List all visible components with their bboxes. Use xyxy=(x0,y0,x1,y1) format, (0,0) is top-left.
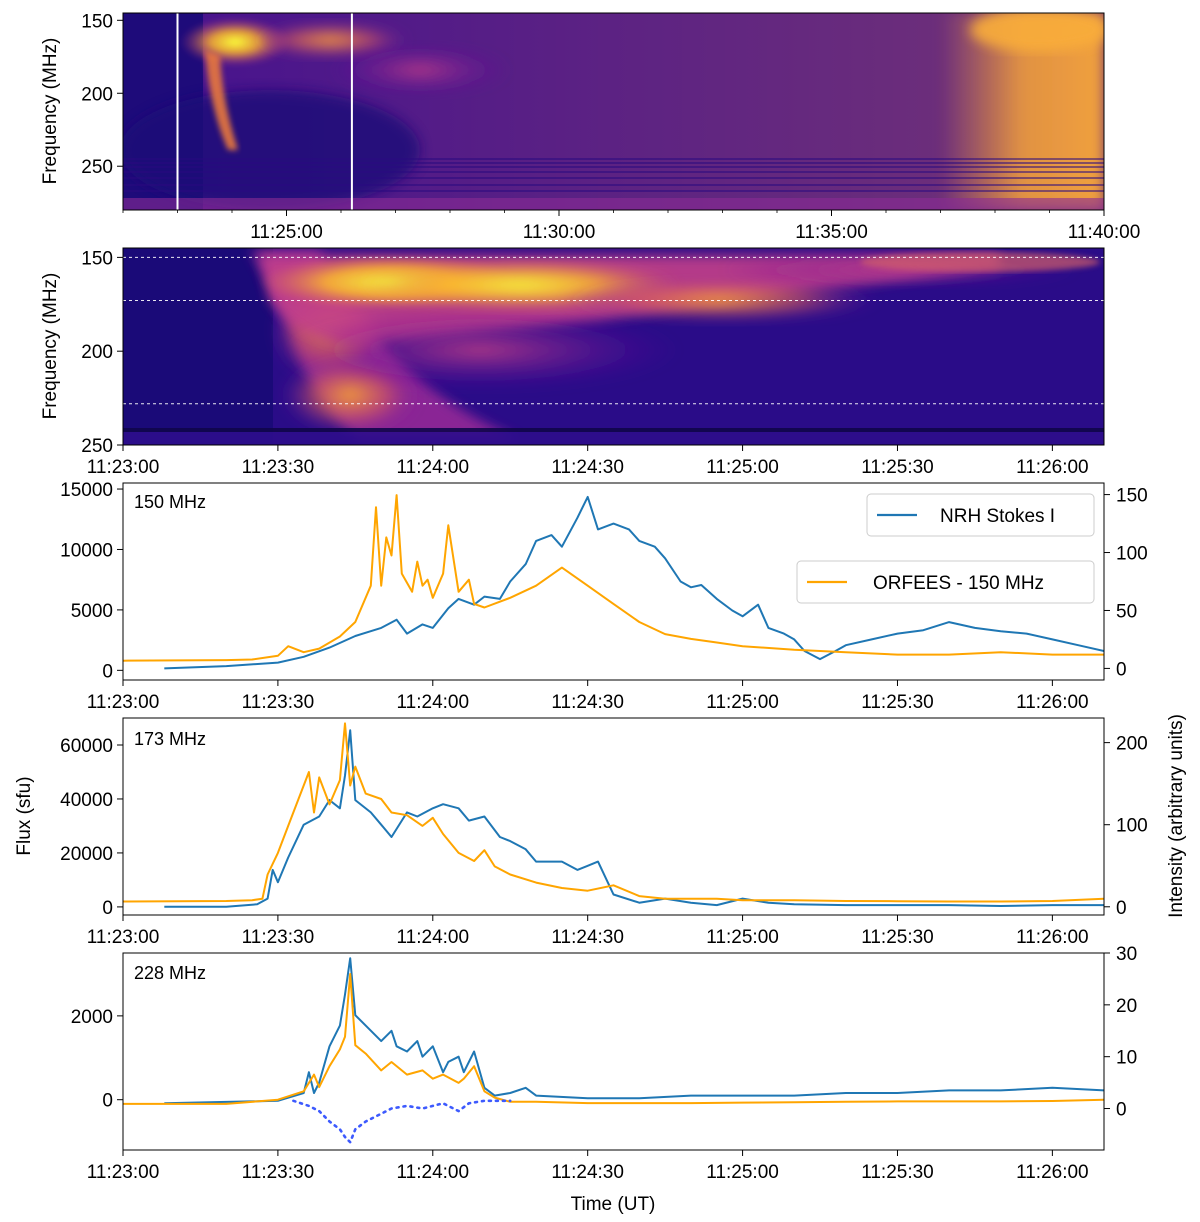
x-tick-label: 11:35:00 xyxy=(795,222,868,243)
y-tick-label: 250 xyxy=(81,436,113,457)
spectrogram-image xyxy=(123,248,1104,445)
x-tick-label: 11:26:00 xyxy=(1016,692,1089,713)
x-tick-label: 11:30:00 xyxy=(523,222,596,243)
overview-spectrogram: 11:25:00 11:30:00 11:35:00 11:40:00 150 200 25… xyxy=(81,11,1141,243)
zoom-spectrogram: 11:23:00 11:23:30 11:24:00 11:24:30 11:25:00… xyxy=(81,247,1105,478)
x-tick-label: 11:26:00 xyxy=(1016,927,1089,948)
panel-label: 173 MHz xyxy=(134,729,206,749)
x-tick-label: 11:26:00 xyxy=(1016,457,1089,478)
y-tick-label: 200 xyxy=(81,342,113,363)
y-tick-label: 200 xyxy=(81,84,113,105)
x-tick-label: 11:23:30 xyxy=(242,1162,315,1183)
x-tick-label: 11:25:30 xyxy=(861,457,934,478)
legend-orfees: ORFEES - 150 MHz xyxy=(796,560,1095,604)
y-tick-label: 150 xyxy=(81,11,113,32)
y-tick-label: 0 xyxy=(102,661,113,682)
y-axis-label: Frequency (MHz) xyxy=(40,273,61,420)
y-tick-label: 10000 xyxy=(60,540,113,561)
y-tick-label: 250 xyxy=(81,157,113,178)
y-tick-label-right: 30 xyxy=(1116,944,1137,965)
y-tick-label-right: 20 xyxy=(1116,996,1137,1017)
spectrogram-image xyxy=(123,13,1104,210)
y-tick-label-right: 100 xyxy=(1116,544,1148,565)
x-tick-label: 11:25:00 xyxy=(706,927,779,948)
x-tick-label: 11:23:00 xyxy=(87,692,160,713)
legend-label-nrh: NRH Stokes I xyxy=(940,506,1055,527)
y-tick-label-right: 0 xyxy=(1116,659,1127,680)
y-tick-label-right: 0 xyxy=(1116,898,1127,919)
x-tick-label: 11:23:30 xyxy=(242,692,315,713)
y-axis-label-right: Intensity (arbitrary units) xyxy=(1166,714,1187,918)
x-tick-label: 11:24:00 xyxy=(397,927,470,948)
y-tick-label: 2000 xyxy=(71,1007,113,1028)
lightcurve-228mhz: 11:23:00 11:23:30 11:24:00 11:24:30 11:25:00… xyxy=(71,944,1137,1183)
x-tick-label: 11:24:00 xyxy=(397,1162,470,1183)
y-tick-label-right: 100 xyxy=(1116,816,1148,837)
x-tick-label: 11:25:00 xyxy=(706,457,779,478)
x-tick-label: 11:23:00 xyxy=(87,927,160,948)
y-axis-label: Frequency (MHz) xyxy=(40,38,61,185)
y-tick-label: 15000 xyxy=(60,480,113,501)
lightcurve-150mhz: 11:23:00 11:23:30 11:24:00 11:24:30 11:25:00… xyxy=(60,480,1148,713)
panel-label: 150 MHz xyxy=(134,492,206,512)
x-tick-label: 11:23:30 xyxy=(242,927,315,948)
y-tick-label: 5000 xyxy=(71,601,113,622)
x-tick-label: 11:24:30 xyxy=(551,692,624,713)
y-tick-label: 40000 xyxy=(60,790,113,811)
series-line-orfees-173-mhz xyxy=(123,722,1104,903)
y-tick-label: 0 xyxy=(102,1091,113,1112)
y-tick-label-right: 10 xyxy=(1116,1048,1137,1069)
x-tick-label: 11:23:30 xyxy=(242,457,315,478)
x-tick-label: 11:25:30 xyxy=(861,692,934,713)
x-tick-label: 11:40:00 xyxy=(1068,222,1141,243)
series-line-orfees-150-mhz xyxy=(123,494,1104,662)
y-tick-label: 20000 xyxy=(60,844,113,865)
y-tick-label-right: 0 xyxy=(1116,1100,1127,1121)
panel-label: 228 MHz xyxy=(134,963,206,983)
x-tick-label: 11:25:30 xyxy=(861,927,934,948)
y-tick-label: 150 xyxy=(81,248,113,269)
legend-label-orfees: ORFEES - 150 MHz xyxy=(873,573,1044,594)
series-line-stokes-v xyxy=(292,1099,512,1144)
series-line-orfees-228-mhz xyxy=(123,973,1104,1105)
y-axis-label-left: Flux (sfu) xyxy=(14,776,35,855)
x-tick-label: 11:25:00 xyxy=(250,222,323,243)
y-tick-label-right: 150 xyxy=(1116,486,1148,507)
x-tick-label: 11:24:00 xyxy=(397,692,470,713)
y-tick-label: 0 xyxy=(102,898,113,919)
x-tick-label: 11:26:00 xyxy=(1016,1162,1089,1183)
x-tick-label: 11:25:30 xyxy=(861,1162,934,1183)
lightcurve-173mhz: 11:23:00 11:23:30 11:24:00 11:24:30 11:25:00… xyxy=(60,717,1148,948)
x-tick-label: 11:23:00 xyxy=(87,1162,160,1183)
series-line-nrh-stokes-i xyxy=(164,495,1104,670)
x-tick-label: 11:24:00 xyxy=(397,457,470,478)
y-tick-label-right: 50 xyxy=(1116,601,1137,622)
x-tick-label: 11:24:30 xyxy=(551,927,624,948)
legend-nrh: NRH Stokes I xyxy=(866,493,1095,537)
y-tick-label-right: 200 xyxy=(1116,734,1148,755)
x-axis-label: Time (UT) xyxy=(571,1194,656,1215)
y-tick-label: 60000 xyxy=(60,736,113,757)
x-tick-label: 11:24:30 xyxy=(551,457,624,478)
x-tick-label: 11:24:30 xyxy=(551,1162,624,1183)
series-line-nrh-stokes-i xyxy=(164,957,1104,1105)
x-tick-label: 11:25:00 xyxy=(706,692,779,713)
x-tick-label: 11:25:00 xyxy=(706,1162,779,1183)
x-tick-label: 11:23:00 xyxy=(87,457,160,478)
